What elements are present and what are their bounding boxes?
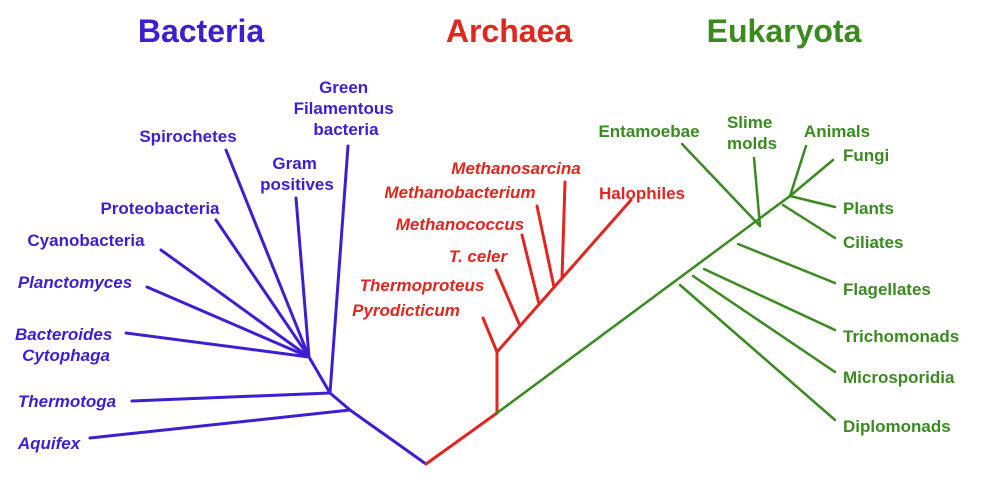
branch-root-archaea <box>424 411 499 466</box>
branch-eukaryota-main <box>495 194 792 415</box>
branch-methanobacterium <box>560 180 567 280</box>
branch-t-celer <box>520 233 541 306</box>
branch-green-filamentous <box>328 144 350 395</box>
branch-ciliates <box>781 203 837 240</box>
label-diplomonads: Diplomonads <box>843 417 951 436</box>
branch-trichomonads <box>702 267 837 332</box>
label-methanobacterium: Methanobacterium <box>384 183 535 202</box>
branch-bacteria-core <box>328 391 352 412</box>
label-methanosarcina: Methanosarcina <box>451 159 580 178</box>
branch-root-bacteria <box>348 408 428 466</box>
label-slime-molds: Slime molds <box>727 113 777 153</box>
branch-cyanobacteria <box>159 248 311 359</box>
label-microsporidia: Microsporidia <box>843 368 955 387</box>
label-aquifex: Aquifex <box>17 434 82 453</box>
archaea-labels: Methanosarcina Methanobacterium Halophil… <box>352 159 685 320</box>
eukaryota-branches <box>495 142 837 422</box>
label-spirochetes: Spirochetes <box>139 127 236 146</box>
label-entamoebae: Entamoebae <box>598 122 699 141</box>
label-proteobacteria: Proteobacteria <box>100 199 220 218</box>
domain-title-eukaryota: Eukaryota <box>707 13 862 49</box>
bacteria-branches <box>88 144 428 466</box>
branch-slime-molds <box>752 156 762 228</box>
branch-microsporidia <box>691 274 837 374</box>
branch-aquifex <box>88 408 352 440</box>
branch-diplomonads <box>678 283 837 422</box>
label-trichomonads: Trichomonads <box>843 327 959 346</box>
bacteria-labels: Green Filamentous bacteria Spirochetes G… <box>15 78 399 453</box>
label-thermotoga: Thermotoga <box>18 392 116 411</box>
branch-bacteria-upper <box>307 355 332 395</box>
label-methanococcus: Methanococcus <box>396 215 524 234</box>
branch-proteobacteria <box>214 218 311 359</box>
branch-thermotoga <box>130 391 332 403</box>
label-green-filamentous: Green Filamentous bacteria <box>294 78 399 139</box>
branch-spirochetes <box>224 148 311 359</box>
branch-bacteroides <box>124 331 311 359</box>
branch-plants <box>788 194 837 209</box>
branch-fungi <box>788 158 835 198</box>
branch-flagellates <box>736 242 837 285</box>
label-flagellates: Flagellates <box>843 280 931 299</box>
label-bacteroides-cytophaga: Bacteroides Cytophaga <box>15 325 117 365</box>
label-t-celer: T. celer <box>449 247 509 266</box>
branch-entamoebae <box>680 142 762 228</box>
label-thermoproteus: Thermoproteus <box>360 276 485 295</box>
label-animals: Animals <box>804 122 870 141</box>
label-planctomyces: Planctomyces <box>18 273 132 292</box>
branch-gram-positives <box>294 196 311 359</box>
label-ciliates: Ciliates <box>843 233 903 252</box>
label-gram-positives: Gram positives <box>260 154 334 194</box>
branch-methanococcus <box>535 204 556 289</box>
label-pyrodicticum: Pyrodicticum <box>352 301 460 320</box>
branch-thermoproteus <box>494 268 522 328</box>
label-fungi: Fungi <box>843 146 889 165</box>
archaea-branches <box>424 180 633 466</box>
branch-animals <box>788 144 808 198</box>
domain-title-bacteria: Bacteria <box>138 13 265 49</box>
eukaryota-labels: Entamoebae Slime molds Animals Fungi Pla… <box>598 113 959 436</box>
branch-planctomyces <box>145 285 311 359</box>
branch-pyrodicticum <box>481 316 499 354</box>
domain-title-archaea: Archaea <box>446 13 573 49</box>
label-halophiles: Halophiles <box>599 184 685 203</box>
label-plants: Plants <box>843 199 894 218</box>
label-cyanobacteria: Cyanobacteria <box>27 231 145 250</box>
